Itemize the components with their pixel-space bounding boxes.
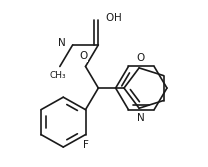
Text: CH₃: CH₃ (50, 71, 67, 80)
Text: H: H (114, 13, 122, 23)
Text: F: F (83, 140, 88, 150)
Text: O: O (80, 51, 88, 61)
Text: O: O (137, 53, 145, 63)
Text: N: N (137, 113, 145, 123)
Text: N: N (58, 38, 66, 48)
Text: O: O (105, 13, 113, 23)
